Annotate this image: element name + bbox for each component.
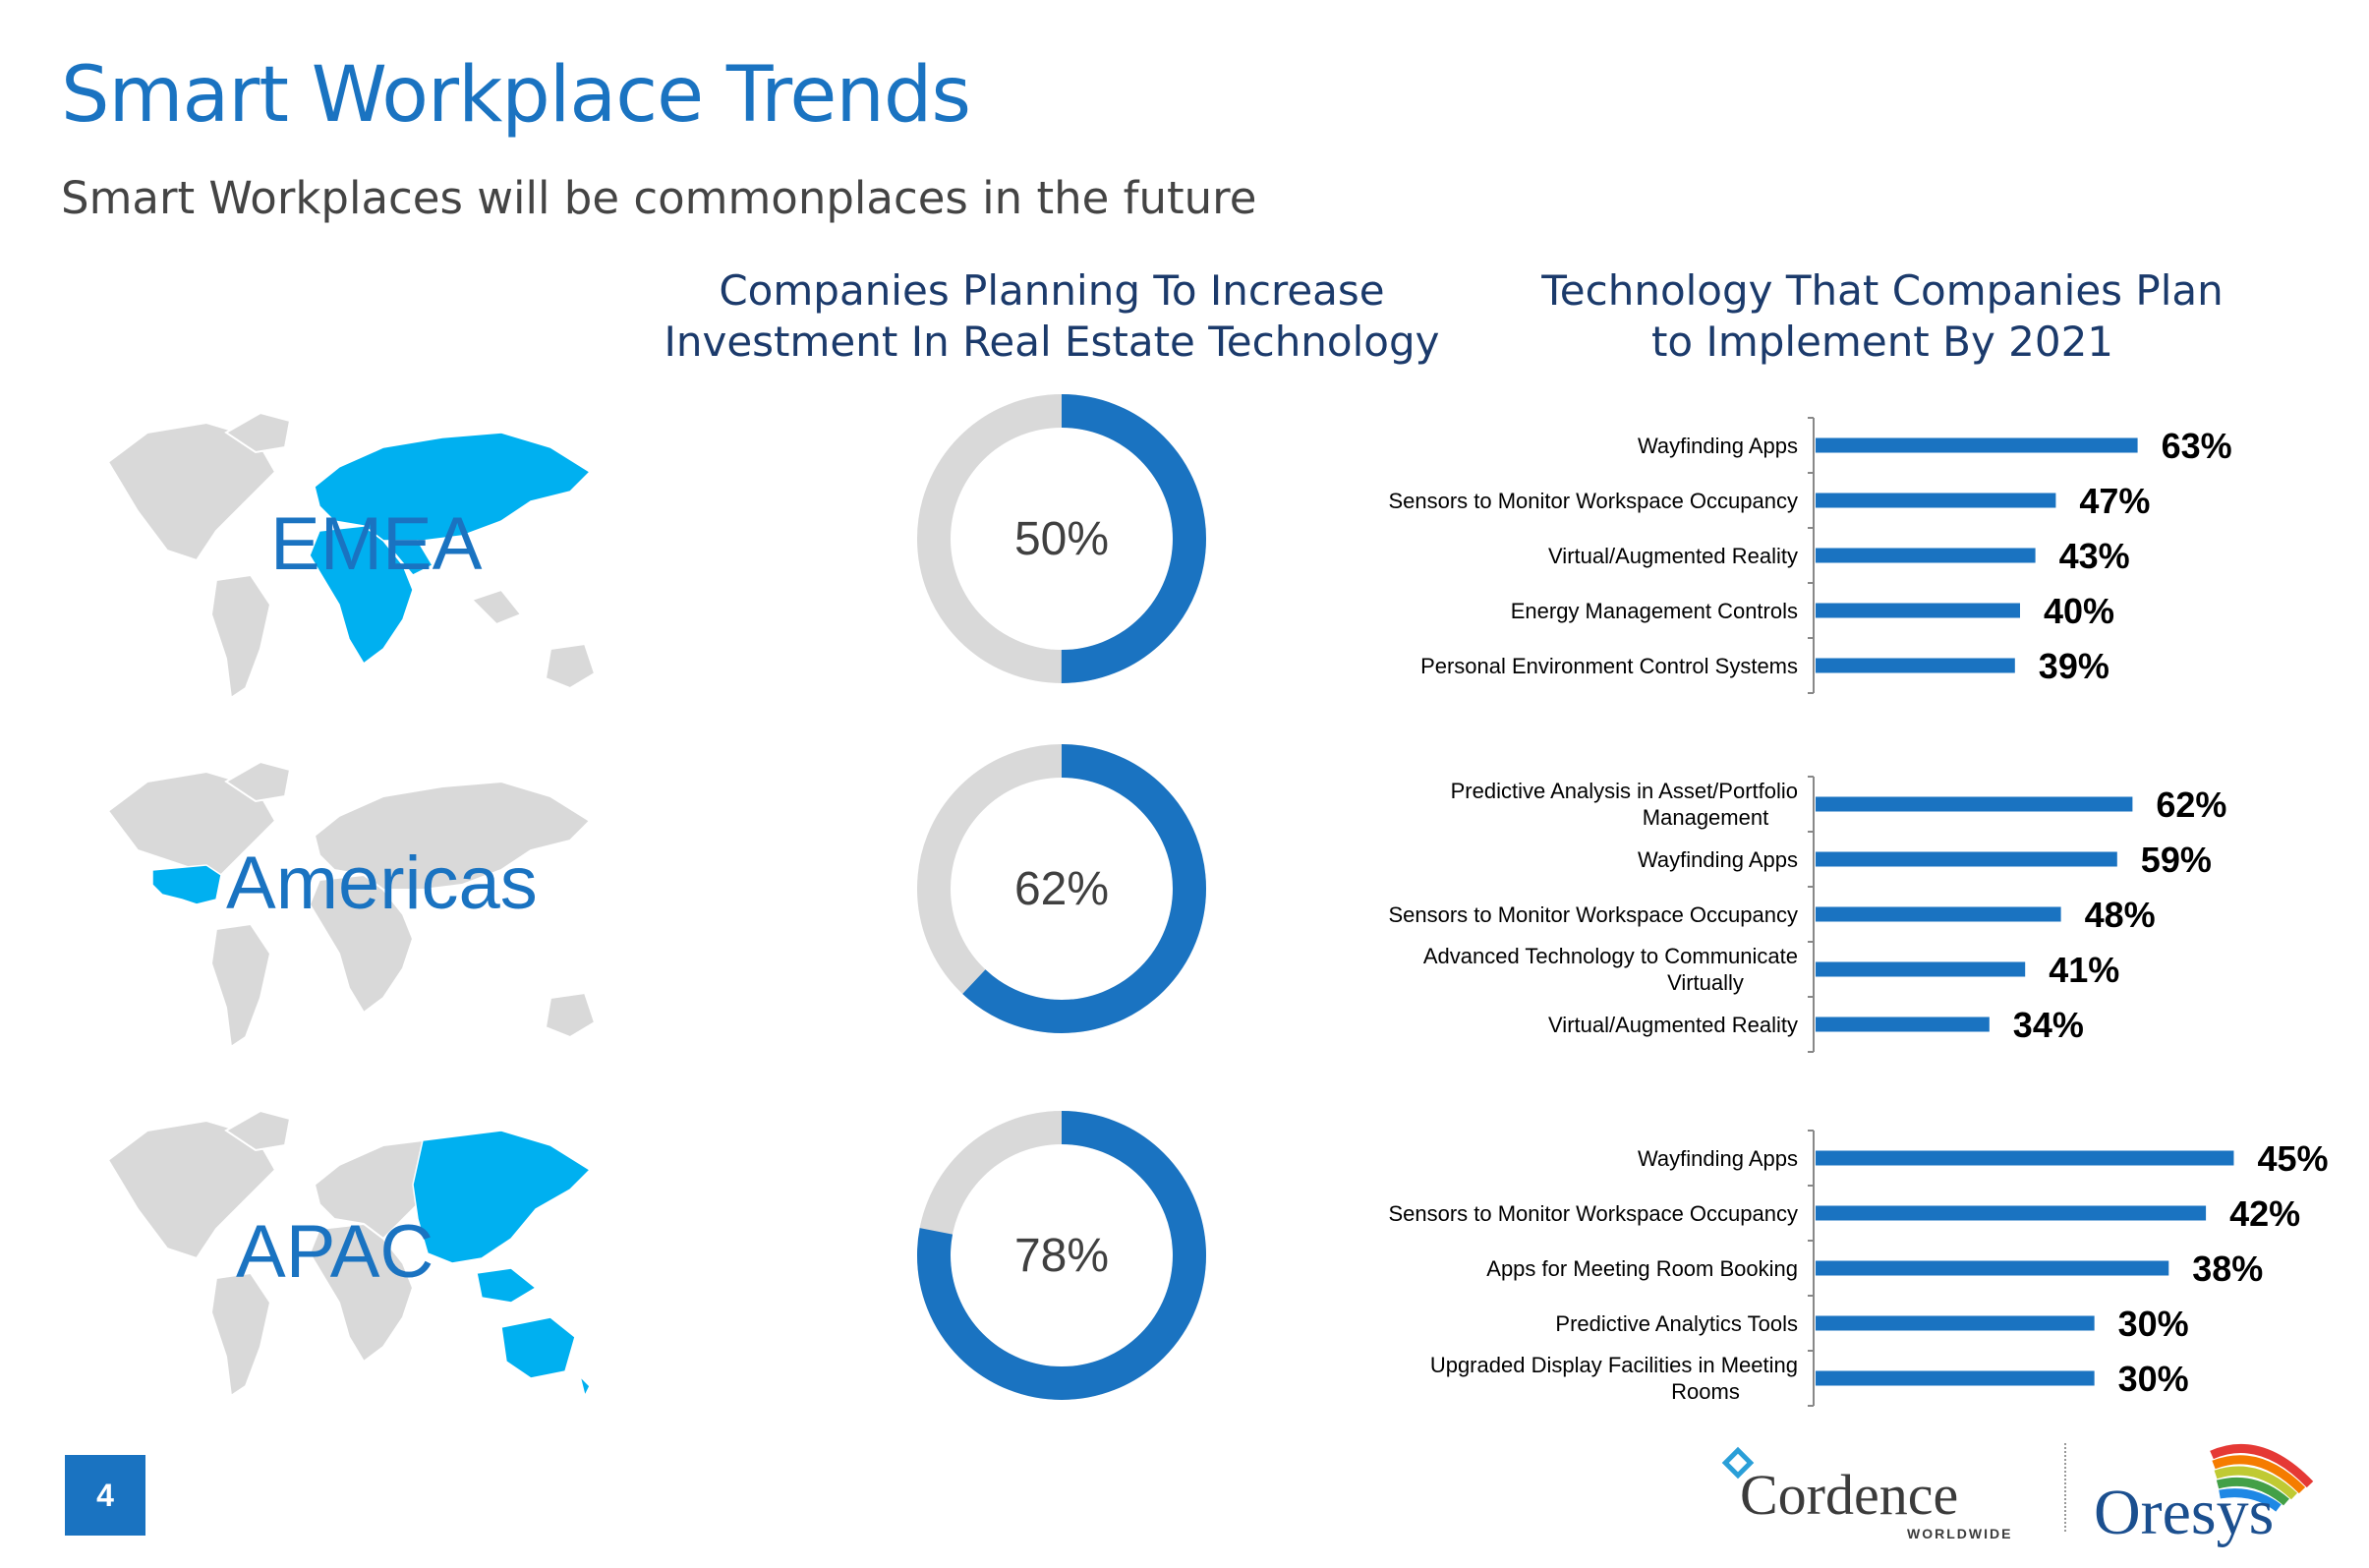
bar: [1816, 493, 2056, 508]
bar-chart-americas: 62% Predictive Analysis in Asset/Portfoli…: [1278, 757, 2340, 1053]
world-map-apac-icon: [106, 1109, 592, 1399]
bar-category-label: Predictive Analytics Tools: [1555, 1311, 1798, 1336]
donut-chart-americas: 62%: [914, 741, 1209, 1036]
bar: [1816, 1016, 1990, 1032]
bar-category-label-line: Advanced Technology to Communicate: [1423, 944, 1798, 968]
world-map-emea-icon: [106, 411, 597, 700]
bar-category-label: Sensors to Monitor Workspace Occupancy: [1388, 489, 1798, 513]
region-americas: Americas: [88, 742, 600, 1057]
bar-value-label: 38%: [2192, 1249, 2263, 1289]
region-label-emea: EMEA: [270, 502, 483, 586]
donut-center-label-americas: 62%: [1013, 862, 1110, 915]
donut-heading-line1: Companies Planning To Increase: [719, 266, 1385, 315]
bar-value-label: 34%: [2013, 1005, 2084, 1045]
donut-column-heading: Companies Planning To Increase Investmen…: [629, 265, 1474, 368]
bar-category-label: Wayfinding Apps: [1638, 847, 1798, 872]
bar-value-label: 59%: [2141, 840, 2212, 880]
donut-center-label-emea: 50%: [1013, 512, 1110, 565]
bar-category-label: Virtual/Augmented Reality: [1548, 1013, 1798, 1037]
bar-value-label: 39%: [2039, 646, 2109, 686]
bar: [1816, 1260, 2169, 1276]
donut-slice: [917, 394, 1206, 683]
logo-divider: [2064, 1443, 2066, 1532]
donut-svg-apac: [917, 1111, 1206, 1400]
bar-svg-apac: 45% Wayfinding Apps 42% Sensors to Monitor …: [1388, 1130, 2329, 1407]
bar-category-label: Advanced Technology to Communicate Virtua…: [1423, 944, 1798, 995]
bar: [1816, 437, 2138, 453]
donut-svg-americas: [917, 744, 1206, 1033]
bar-value-label: 40%: [2044, 591, 2114, 631]
bar-category-label: Sensors to Monitor Workspace Occupancy: [1388, 902, 1798, 927]
donut-svg-emea: [917, 394, 1206, 683]
bar: [1816, 1370, 2095, 1386]
bar-value-label: 45%: [2257, 1138, 2328, 1179]
bar-category-label: Predictive Analysis in Asset/Portfolio Ma…: [1451, 779, 1798, 830]
bar: [1816, 961, 2026, 977]
bar-category-label: Wayfinding Apps: [1638, 1146, 1798, 1171]
bar-chart-emea: 63% Wayfinding Apps 47% Sensors to Monitor …: [1278, 398, 2340, 694]
bar: [1816, 658, 2015, 673]
bar-value-label: 42%: [2229, 1193, 2300, 1234]
region-apac: APAC: [88, 1091, 600, 1406]
bar-category-label-line: Management: [1643, 805, 1768, 830]
oresys-logo: Oresys: [2094, 1444, 2314, 1548]
bar: [1816, 1150, 2234, 1166]
cordence-logo-sub: WORLDWIDE: [1907, 1526, 2012, 1541]
bar-category-label: Wayfinding Apps: [1638, 434, 1798, 458]
page-title: Smart Workplace Trends: [61, 51, 971, 140]
bar-value-label: 47%: [2079, 481, 2150, 521]
bar-svg-emea: 63% Wayfinding Apps 47% Sensors to Monitor …: [1388, 417, 2232, 694]
bar-category-label-line: Predictive Analysis in Asset/Portfolio: [1451, 779, 1798, 803]
page-subtitle: Smart Workplaces will be commonplaces in…: [61, 172, 1257, 224]
bar-category-label-line: Virtually: [1667, 970, 1744, 995]
bar-value-label: 30%: [2118, 1304, 2189, 1344]
oresys-rainbow-icon: [2210, 1444, 2314, 1512]
region-label-americas: Americas: [226, 842, 538, 925]
page-number: 4: [65, 1455, 145, 1536]
donut-chart-apac: 78%: [914, 1108, 1209, 1403]
bar-value-label: 48%: [2085, 895, 2156, 935]
bar: [1816, 548, 2036, 563]
bar-value-label: 41%: [2049, 950, 2119, 990]
bar-category-label: Apps for Meeting Room Booking: [1486, 1256, 1798, 1281]
bar-category-label: Energy Management Controls: [1511, 599, 1798, 623]
oresys-logo-wordmark: Oresys: [2094, 1477, 2274, 1548]
bars-heading-line2: to Implement By 2021: [1650, 318, 2114, 366]
donut-chart-emea: 50%: [914, 391, 1209, 686]
bar-value-label: 43%: [2059, 536, 2130, 576]
donut-heading-line2: Investment In Real Estate Technology: [664, 318, 1440, 366]
donut-slice: [917, 1111, 1206, 1400]
bars-column-heading: Technology That Companies Plan to Implem…: [1494, 265, 2271, 368]
bar-category-label: Sensors to Monitor Workspace Occupancy: [1388, 1201, 1798, 1226]
bar-value-label: 30%: [2118, 1359, 2189, 1399]
bar-svg-americas: 62% Predictive Analysis in Asset/Portfoli…: [1388, 776, 2226, 1053]
bar-category-label: Upgraded Display Facilities in Meeting Ro…: [1430, 1353, 1798, 1404]
bar: [1816, 1205, 2207, 1221]
bar: [1816, 603, 2020, 618]
bar: [1816, 796, 2133, 812]
bar-category-label: Virtual/Augmented Reality: [1548, 544, 1798, 568]
bar-value-label: 62%: [2156, 784, 2226, 825]
bar-category-label-line: Upgraded Display Facilities in Meeting: [1430, 1353, 1798, 1377]
bars-heading-line1: Technology That Companies Plan: [1541, 266, 2224, 315]
cordence-logo-mark-icon: [1721, 1446, 1755, 1480]
bar: [1816, 851, 2117, 867]
cordence-logo-wordmark: Cordence: [1740, 1463, 1958, 1527]
cordence-logo: Cordence WORLDWIDE: [1721, 1446, 2012, 1541]
bar-category-label: Personal Environment Control Systems: [1420, 654, 1798, 678]
region-label-apac: APAC: [236, 1210, 434, 1294]
bar-category-label-line: Rooms: [1671, 1379, 1740, 1404]
bar-chart-apac: 45% Wayfinding Apps 42% Sensors to Monitor …: [1278, 1111, 2340, 1407]
donut-center-label-apac: 78%: [1013, 1229, 1110, 1282]
region-emea: EMEA: [88, 393, 600, 708]
world-map-americas-icon: [106, 760, 597, 1049]
bar: [1816, 1315, 2095, 1331]
donut-slice: [917, 744, 1206, 1033]
bar: [1816, 906, 2061, 922]
bar-value-label: 63%: [2162, 426, 2232, 466]
